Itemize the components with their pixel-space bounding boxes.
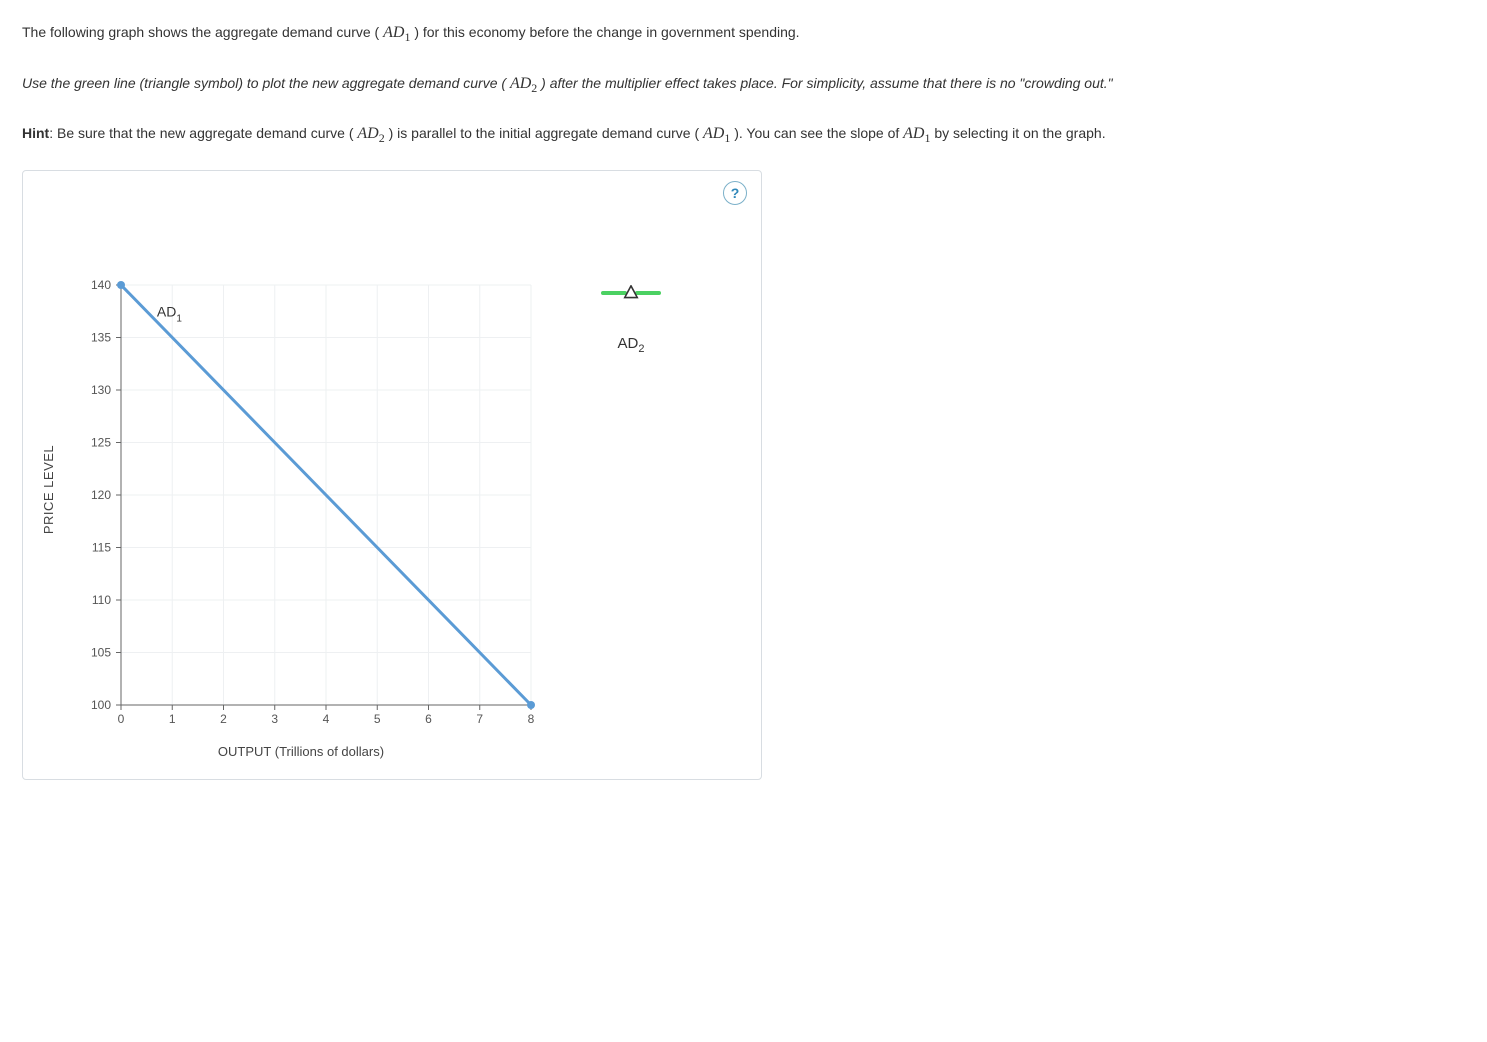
p3-text-d: by selecting it on the graph. xyxy=(930,125,1105,141)
p1-text-a: The following graph shows the aggregate … xyxy=(22,24,383,40)
svg-text:5: 5 xyxy=(374,712,381,726)
y-axis-label: PRICE LEVEL xyxy=(42,445,57,534)
svg-text:140: 140 xyxy=(91,278,111,292)
paragraph-3-hint: Hint: Be sure that the new aggregate dem… xyxy=(22,119,1465,150)
legend-ad2-label: AD2 xyxy=(601,335,661,355)
paragraph-1: The following graph shows the aggregate … xyxy=(22,18,1465,49)
p2-text-b: ) after the multiplier effect takes plac… xyxy=(537,75,1112,91)
legend-ad2-sub: 2 xyxy=(638,343,644,355)
legend-ad2-var: AD xyxy=(618,335,639,352)
plot-svg[interactable]: 100 105 110 115 120 125 130 135 140 0 1 2 3 4 5 6 7 8 AD1 xyxy=(61,275,541,735)
p2-text-a: Use the green line (triangle symbol) to … xyxy=(22,75,510,91)
svg-text:8: 8 xyxy=(528,712,535,726)
p3-text-c: ). You can see the slope of xyxy=(730,125,903,141)
svg-text:4: 4 xyxy=(323,712,330,726)
p3-var1: AD xyxy=(357,125,378,142)
svg-text:120: 120 xyxy=(91,488,111,502)
x-axis-label: OUTPUT (Trillions of dollars) xyxy=(61,744,541,759)
svg-text:115: 115 xyxy=(92,540,111,554)
legend: AD2 xyxy=(601,285,661,355)
svg-text:125: 125 xyxy=(91,435,111,449)
svg-text:AD1: AD1 xyxy=(157,303,182,324)
p1-text-b: ) for this economy before the change in … xyxy=(410,24,799,40)
hint-label: Hint xyxy=(22,125,49,141)
svg-text:0: 0 xyxy=(118,712,125,726)
p3-text-b: ) is parallel to the initial aggregate d… xyxy=(385,125,703,141)
svg-text:100: 100 xyxy=(91,698,111,712)
p3-var3: AD xyxy=(903,125,924,142)
svg-text:130: 130 xyxy=(91,383,111,397)
p2-var: AD xyxy=(510,75,531,92)
p3-var2: AD xyxy=(703,125,724,142)
p3-text-a: : Be sure that the new aggregate demand … xyxy=(49,125,357,141)
svg-text:2: 2 xyxy=(220,712,227,726)
svg-text:1: 1 xyxy=(169,712,176,726)
svg-text:135: 135 xyxy=(91,330,111,344)
p1-var: AD xyxy=(383,24,404,41)
help-icon[interactable]: ? xyxy=(723,181,747,205)
instructions-block: The following graph shows the aggregate … xyxy=(22,18,1465,150)
svg-text:7: 7 xyxy=(476,712,483,726)
svg-text:110: 110 xyxy=(92,593,111,607)
chart-card: ? PRICE LEVEL 10010511011512012513013514… xyxy=(22,170,762,780)
svg-text:6: 6 xyxy=(425,712,432,726)
svg-text:3: 3 xyxy=(271,712,278,726)
svg-text:105: 105 xyxy=(91,645,111,659)
y-axis-label-wrap: PRICE LEVEL xyxy=(37,275,61,705)
paragraph-2: Use the green line (triangle symbol) to … xyxy=(22,69,1465,100)
legend-ad2-symbol[interactable] xyxy=(601,285,661,301)
plot-area[interactable]: 100105110115120125130135140012345678AD1 … xyxy=(61,275,541,759)
